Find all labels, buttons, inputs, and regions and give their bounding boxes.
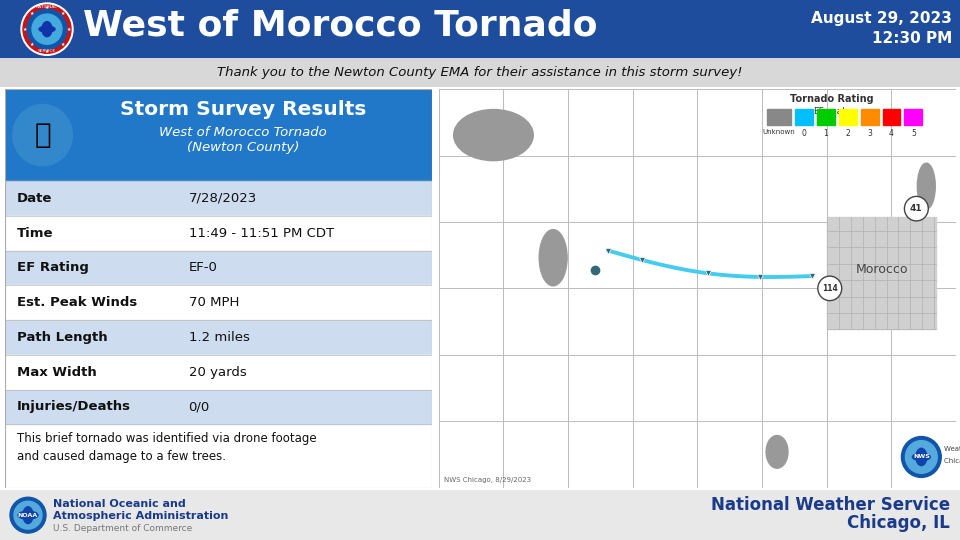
Text: 2: 2 (846, 129, 850, 138)
Circle shape (23, 5, 71, 53)
Text: 41: 41 (910, 204, 923, 213)
Bar (827, 217, 936, 329)
Text: EF-0: EF-0 (188, 261, 218, 274)
Text: 0: 0 (802, 129, 806, 138)
Circle shape (14, 501, 42, 529)
Text: This brief tornado was identified via drone footage
and caused damage to a few t: This brief tornado was identified via dr… (16, 433, 317, 463)
Text: Weather Forecast Office: Weather Forecast Office (945, 446, 960, 452)
Text: 1.2 miles: 1.2 miles (188, 331, 250, 344)
Text: NWS: NWS (913, 455, 930, 460)
Bar (882, 109, 900, 125)
Text: ★: ★ (29, 11, 34, 16)
Text: Date: Date (16, 192, 52, 205)
Text: Storm Survey Results: Storm Survey Results (120, 100, 367, 119)
Bar (5, 181, 432, 216)
Text: Time: Time (16, 227, 53, 240)
Text: National Oceanic and: National Oceanic and (53, 500, 185, 509)
Circle shape (901, 436, 941, 477)
Text: ★: ★ (29, 42, 34, 48)
Text: 70 MPH: 70 MPH (188, 296, 239, 309)
Text: NWS Chicago, 8/29/2023: NWS Chicago, 8/29/2023 (444, 476, 531, 483)
Text: West of Morocco Tornado: West of Morocco Tornado (83, 8, 597, 42)
Text: 7/28/2023: 7/28/2023 (188, 192, 257, 205)
Text: Unknown: Unknown (762, 129, 796, 135)
Ellipse shape (454, 110, 533, 160)
Ellipse shape (766, 435, 788, 468)
Circle shape (10, 497, 46, 533)
Circle shape (27, 9, 67, 49)
Text: Injuries/Deaths: Injuries/Deaths (16, 400, 131, 414)
Text: Tornado Rating: Tornado Rating (790, 94, 874, 104)
Text: National Weather Service: National Weather Service (710, 496, 950, 514)
Text: EF-scale: EF-scale (813, 106, 851, 116)
Circle shape (818, 276, 842, 301)
Text: West of Morocco Tornado: West of Morocco Tornado (159, 125, 327, 139)
Text: August 29, 2023: August 29, 2023 (811, 11, 952, 25)
Text: U.S. Department of Commerce: U.S. Department of Commerce (53, 524, 192, 532)
Text: (Newton County): (Newton County) (187, 141, 300, 154)
Text: 0/0: 0/0 (188, 400, 210, 414)
Text: 12:30 PM: 12:30 PM (872, 31, 952, 46)
Text: Atmospheric Administration: Atmospheric Administration (53, 511, 228, 521)
Bar (5, 320, 432, 355)
Text: 🌪: 🌪 (35, 121, 51, 149)
Text: 5: 5 (911, 129, 916, 138)
Bar (5, 285, 432, 320)
Bar (860, 109, 878, 125)
Text: EF Rating: EF Rating (16, 261, 88, 274)
Bar (817, 109, 835, 125)
Text: Chicago, IL: Chicago, IL (847, 514, 950, 532)
Bar (839, 109, 856, 125)
Text: 20 yards: 20 yards (188, 366, 247, 379)
Circle shape (904, 197, 928, 221)
Text: ★: ★ (60, 11, 64, 16)
Text: ★: ★ (45, 4, 49, 10)
Text: NOAA: NOAA (18, 512, 38, 518)
Ellipse shape (23, 507, 33, 524)
Text: NATIONAL: NATIONAL (36, 5, 58, 9)
Text: SERVICE: SERVICE (37, 49, 56, 53)
Bar (5, 251, 432, 285)
Text: 114: 114 (822, 284, 838, 293)
Circle shape (12, 104, 72, 166)
Text: ★: ★ (45, 49, 49, 54)
Ellipse shape (42, 22, 52, 37)
Ellipse shape (916, 448, 926, 465)
Text: 3: 3 (867, 129, 872, 138)
Circle shape (905, 441, 937, 474)
Circle shape (32, 14, 62, 44)
Ellipse shape (912, 454, 930, 461)
Bar (904, 109, 923, 125)
Ellipse shape (540, 230, 567, 286)
Text: ★: ★ (67, 26, 71, 32)
Text: Thank you to the Newton County EMA for their assistance in this storm survey!: Thank you to the Newton County EMA for t… (217, 66, 743, 79)
Text: 4: 4 (889, 129, 894, 138)
Bar (5, 216, 432, 251)
Bar (5, 89, 432, 181)
Ellipse shape (918, 163, 935, 209)
Text: Path Length: Path Length (16, 331, 108, 344)
Text: Est. Peak Winds: Est. Peak Winds (16, 296, 137, 309)
Text: Morocco: Morocco (855, 264, 908, 276)
Ellipse shape (18, 511, 38, 519)
Text: Chicago, Illinois: Chicago, Illinois (945, 458, 960, 464)
Bar (795, 109, 813, 125)
Text: 1: 1 (824, 129, 828, 138)
Ellipse shape (39, 26, 55, 32)
Bar (5, 389, 432, 424)
Circle shape (21, 3, 73, 55)
Text: ★: ★ (60, 42, 64, 48)
Bar (5, 355, 432, 389)
Text: 11:49 - 11:51 PM CDT: 11:49 - 11:51 PM CDT (188, 227, 334, 240)
Text: Max Width: Max Width (16, 366, 96, 379)
Bar (767, 109, 791, 125)
Text: ★: ★ (23, 26, 27, 32)
